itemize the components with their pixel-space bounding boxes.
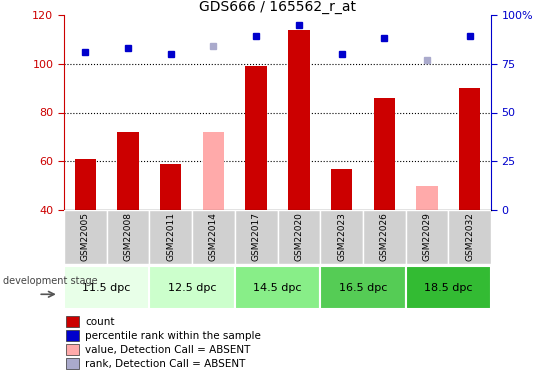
Text: GSM22020: GSM22020 [294,211,304,261]
Text: GSM22008: GSM22008 [123,211,133,261]
Bar [192,210,235,264]
Bar [278,210,320,264]
Bar [331,169,352,210]
Bar [459,88,481,210]
Text: value, Detection Call = ABSENT: value, Detection Call = ABSENT [85,345,250,355]
Bar [406,266,491,309]
Text: rank, Detection Call = ABSENT: rank, Detection Call = ABSENT [85,358,245,369]
Text: 11.5 dpc: 11.5 dpc [82,283,131,293]
Text: 12.5 dpc: 12.5 dpc [168,283,216,293]
Bar [416,186,438,210]
Text: GSM22023: GSM22023 [337,211,346,261]
Bar [320,266,406,309]
Text: count: count [85,316,114,327]
Text: GSM22017: GSM22017 [251,211,261,261]
Bar [245,66,267,210]
Bar [374,98,395,210]
Text: GSM22029: GSM22029 [422,211,432,261]
Text: 14.5 dpc: 14.5 dpc [253,283,302,293]
Text: 18.5 dpc: 18.5 dpc [424,283,473,293]
Bar [65,330,79,341]
Text: GSM22005: GSM22005 [80,211,90,261]
Bar [149,210,192,264]
Text: GSM22026: GSM22026 [380,211,389,261]
Bar [74,159,96,210]
Text: GSM22014: GSM22014 [209,211,218,261]
Bar [320,210,363,264]
Bar [65,316,79,327]
Bar [448,210,491,264]
Bar [406,210,448,264]
Text: GSM22011: GSM22011 [166,211,175,261]
Bar [65,344,79,355]
Text: percentile rank within the sample: percentile rank within the sample [85,331,261,340]
Bar [203,132,224,210]
Title: GDS666 / 165562_r_at: GDS666 / 165562_r_at [199,0,356,14]
Bar [235,210,278,264]
Bar [235,266,320,309]
Bar [363,210,406,264]
Bar [288,30,310,210]
Text: development stage: development stage [3,276,98,286]
Text: GSM22032: GSM22032 [465,211,475,261]
Bar [64,210,107,264]
Text: 16.5 dpc: 16.5 dpc [339,283,387,293]
Bar [149,266,235,309]
Bar [65,358,79,369]
Bar [107,210,149,264]
Bar [117,132,139,210]
Bar [160,164,181,210]
Bar [64,266,149,309]
